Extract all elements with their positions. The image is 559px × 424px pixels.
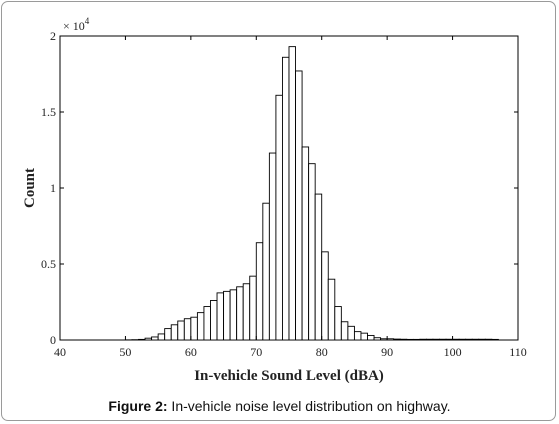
histogram-bar (282, 56, 290, 341)
histogram-bar (164, 328, 172, 341)
histogram-bar (491, 338, 499, 341)
y-tick-label: 1 (50, 181, 56, 195)
histogram-bar (452, 338, 460, 341)
y-axis-label: Count (22, 168, 38, 208)
y-multiplier: × 104 (63, 16, 90, 33)
x-tick-label: 100 (444, 345, 462, 359)
histogram-bar (229, 289, 238, 341)
histogram-bar (386, 338, 395, 341)
histogram-bar (210, 300, 218, 341)
histogram-bar (249, 275, 257, 341)
x-axis-ticks: 40 50 60 70 80 90 100 110 (54, 36, 527, 359)
histogram-bar (138, 338, 146, 341)
histogram-bar (308, 163, 316, 341)
histogram-bar (393, 338, 401, 341)
caption-text: In-vehicle noise level distribution on h… (167, 398, 451, 414)
histogram-chart: 40 50 60 70 80 90 100 110 0 0.5 1 1.5 2 × 104 In-ve… (22, 16, 527, 384)
histogram-bar (295, 70, 303, 341)
histogram-bar (399, 338, 408, 341)
histogram-bar (478, 338, 486, 341)
histogram-bar (144, 337, 153, 341)
histogram-bar (275, 94, 283, 341)
histogram-bar (242, 283, 251, 341)
y-tick-label: 0.5 (41, 257, 56, 271)
x-tick-label: 50 (119, 345, 131, 359)
histogram-bar (255, 242, 264, 341)
figure-caption: Figure 2: In-vehicle noise level distrib… (0, 398, 559, 414)
histogram-bar (288, 46, 296, 341)
x-tick-label: 90 (381, 345, 393, 359)
histogram-bar (347, 325, 355, 341)
histogram-bar (432, 338, 440, 341)
histogram-bar (196, 312, 205, 341)
histogram-bar (471, 338, 480, 341)
histogram-bar (321, 251, 329, 341)
histogram-bar (484, 338, 493, 341)
x-tick-label: 70 (250, 345, 262, 359)
histogram-bar (151, 336, 159, 341)
x-axis-label: In-vehicle Sound Level (dBA) (194, 368, 384, 384)
histogram-bar (236, 286, 244, 341)
histogram-bar (412, 338, 421, 341)
caption-label: Figure 2: (108, 398, 168, 414)
histogram-bar (268, 152, 277, 341)
x-tick-label: 80 (316, 345, 328, 359)
histogram-bar (458, 338, 467, 341)
x-tick-label: 110 (509, 345, 527, 359)
histogram-bar (183, 318, 192, 341)
y-tick-label: 2 (50, 29, 56, 43)
histogram-bar (157, 333, 166, 341)
histogram-bar (406, 338, 414, 341)
histogram-bar (170, 324, 179, 341)
histogram-bar (177, 320, 185, 341)
y-tick-label: 1.5 (41, 105, 56, 119)
histogram-bar (340, 321, 349, 341)
histogram-bar (439, 338, 447, 341)
histogram-bar (353, 331, 362, 341)
histogram-bar (262, 202, 270, 341)
histogram-bar (216, 292, 225, 341)
x-tick-label: 60 (185, 345, 197, 359)
x-tick-label: 40 (54, 345, 66, 359)
histogram-bar (314, 193, 323, 341)
histogram-bar (373, 337, 382, 341)
y-tick-label: 0 (50, 333, 56, 347)
histogram-bar (334, 306, 342, 341)
y-axis-ticks: 0 0.5 1 1.5 2 (41, 29, 518, 347)
histogram-bar (367, 334, 375, 341)
histogram-bar (203, 306, 211, 341)
histogram-bar (360, 332, 368, 341)
histogram-bar (223, 290, 231, 341)
histogram-bar (465, 338, 473, 341)
histogram-bar (419, 338, 427, 341)
histogram-bars (124, 46, 499, 341)
histogram-bar (380, 338, 388, 341)
histogram-bar (301, 146, 310, 341)
histogram-bar (445, 338, 454, 341)
histogram-bar (425, 338, 434, 341)
histogram-bar (327, 278, 336, 341)
histogram-bar (190, 316, 198, 341)
